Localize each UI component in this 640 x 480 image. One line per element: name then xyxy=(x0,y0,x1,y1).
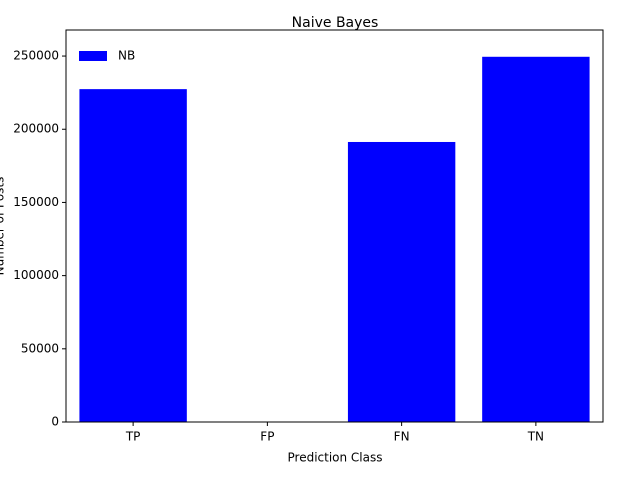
chart-title: Naive Bayes xyxy=(292,15,379,31)
bar xyxy=(79,89,187,423)
y-tick-label: 100000 xyxy=(13,268,59,282)
x-tick-label: FN xyxy=(394,430,410,444)
y-tick-label: 200000 xyxy=(13,122,59,136)
legend-swatch xyxy=(79,51,107,61)
y-tick-label: 50000 xyxy=(21,341,59,355)
x-tick-label: TP xyxy=(125,430,141,444)
y-tick-label: 0 xyxy=(51,415,59,429)
x-tick-label: TN xyxy=(527,430,544,444)
bar xyxy=(347,141,456,422)
x-axis-label: Prediction Class xyxy=(288,451,383,465)
y-tick-label: 250000 xyxy=(13,49,59,63)
legend-label: NB xyxy=(118,49,135,63)
x-tick-label: FP xyxy=(260,430,274,444)
bar xyxy=(482,56,590,422)
y-axis-label: Number of Posts xyxy=(0,177,7,276)
plot-frame xyxy=(65,29,604,423)
y-tick-label: 150000 xyxy=(13,195,59,209)
